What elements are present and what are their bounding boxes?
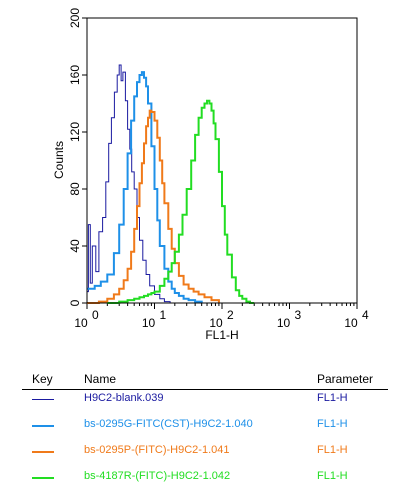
x-tick-label: 10: [344, 316, 358, 330]
x-tick-label: 10: [74, 316, 88, 330]
legend-key-line: [32, 451, 54, 453]
x-tick-exponent: 1: [160, 308, 167, 322]
series-layer: [87, 64, 255, 304]
y-tick-label: 120: [68, 122, 82, 142]
legend-key-line: [32, 425, 54, 427]
y-tick-label: 0: [68, 299, 82, 306]
x-tick-label: 10: [277, 316, 291, 330]
legend-header-parameter: Parameter: [317, 372, 374, 386]
legend-table: Key Name Parameter H9C2-blank.039 FL1-H …: [22, 370, 388, 494]
x-axis-ticks: 10 0 10 1 10 2 10 3 10 4: [74, 303, 369, 330]
legend-name: bs-0295P-(FITC)-H9C2-1.041: [84, 444, 230, 456]
x-tick-exponent: 0: [92, 308, 99, 322]
legend-parameter: FL1-H: [317, 392, 348, 404]
legend-header-key: Key: [32, 372, 53, 386]
x-axis-title: FL1-H: [205, 328, 238, 340]
legend-header: Key Name Parameter: [22, 370, 388, 390]
legend-header-name: Name: [84, 372, 117, 386]
x-tick-label: 10: [142, 316, 156, 330]
series-line: [87, 109, 220, 304]
x-tick-exponent: 4: [362, 308, 369, 322]
y-tick-label: 160: [68, 65, 82, 85]
series-line: [87, 71, 203, 303]
legend-parameter: FL1-H: [317, 444, 348, 456]
legend-key-line: [32, 399, 54, 400]
legend-name: bs-0295G-FITC(CST)-H9C2-1.040: [84, 418, 253, 430]
legend-row: bs-4187R-(FITC)-H9C2-1.042 FL1-H: [22, 468, 388, 494]
y-tick-label: 200: [68, 8, 82, 28]
legend-parameter: FL1-H: [317, 470, 348, 482]
x-tick-label: 10: [209, 316, 223, 330]
x-tick-exponent: 2: [227, 308, 234, 322]
y-tick-label: 40: [68, 239, 82, 253]
histogram-chart: 0 40 80 120 160 200 10 0 10 1 10 2 10 3 10 4 Counts FL…: [52, 8, 369, 340]
legend-name: H9C2-blank.039: [84, 392, 164, 404]
x-tick-exponent: 3: [295, 308, 302, 322]
legend-row: bs-0295P-(FITC)-H9C2-1.041 FL1-H: [22, 442, 388, 468]
legend-row: H9C2-blank.039 FL1-H: [22, 390, 388, 416]
y-axis-ticks: 0 40 80 120 160 200: [68, 8, 87, 306]
y-tick-label: 80: [68, 182, 82, 196]
legend-name: bs-4187R-(FITC)-H9C2-1.042: [84, 470, 231, 482]
series-line: [87, 64, 182, 304]
legend-divider: [22, 389, 388, 390]
y-axis-title: Counts: [52, 141, 66, 179]
series-line: [107, 99, 255, 304]
legend-key-line: [32, 477, 54, 479]
plot-frame: [86, 17, 358, 304]
legend-parameter: FL1-H: [317, 418, 348, 430]
legend-row: bs-0295G-FITC(CST)-H9C2-1.040 FL1-H: [22, 416, 388, 442]
